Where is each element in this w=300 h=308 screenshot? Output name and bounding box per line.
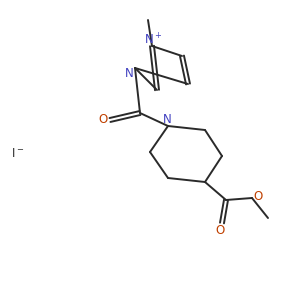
Text: O: O (215, 224, 225, 237)
Text: N: N (124, 67, 134, 79)
Text: I$^-$: I$^-$ (11, 147, 25, 160)
Text: N$^+$: N$^+$ (144, 32, 162, 48)
Text: O: O (98, 112, 108, 125)
Text: N: N (163, 112, 171, 125)
Text: O: O (254, 191, 262, 204)
